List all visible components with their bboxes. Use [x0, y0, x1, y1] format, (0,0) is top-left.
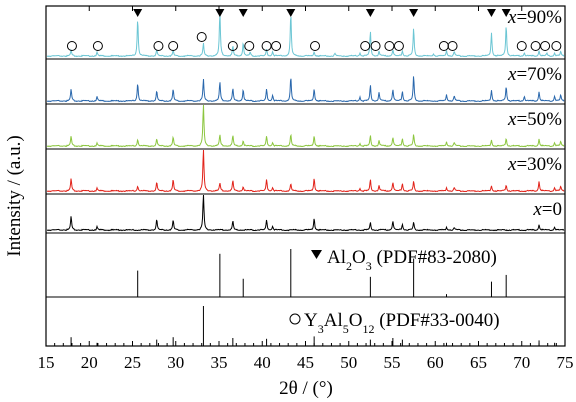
yag-circle-marker: [393, 41, 404, 51]
x-tick-label: 20: [81, 353, 98, 372]
label-x30: x=30%: [507, 154, 562, 175]
yag-legend-circle: [289, 313, 301, 325]
al2o3-triangle-marker: [215, 9, 225, 17]
label-x70: x=70%: [507, 64, 562, 85]
yag-circle-marker: [92, 41, 103, 51]
x-tick-label: 25: [124, 353, 141, 372]
y-axis-label: Intensity / (a.u.): [4, 135, 25, 256]
yag-circle-marker: [360, 41, 371, 51]
al2o3-triangle-marker: [486, 9, 496, 17]
label-x90: x=90%: [507, 7, 562, 28]
trace-x0: [47, 194, 565, 232]
yag-circle-marker: [447, 41, 458, 51]
trace-x30: [47, 149, 565, 193]
trace-x70: [47, 76, 565, 103]
panel-frames: [45, 5, 566, 347]
trace-x50: [47, 104, 565, 148]
label-x0: x=0: [532, 199, 562, 220]
al2o3-triangle-marker: [286, 9, 296, 17]
yag-circle-marker: [540, 41, 551, 51]
x-tick-label: 50: [340, 353, 357, 372]
axes: 15 20 25 30 35 40 45 50 55 60 65 70 75: [38, 6, 574, 372]
yag-circle-marker: [153, 41, 164, 51]
yag-circle-marker: [384, 41, 395, 51]
x-axis-label: 2θ / (°): [279, 378, 333, 399]
plot-frame: [45, 5, 566, 347]
al2o3-triangle-marker: [133, 9, 143, 17]
al2o3-triangle-marker: [238, 9, 248, 17]
yag-circle-marker: [227, 41, 238, 51]
yag-circle-marker: [168, 41, 179, 51]
al2o3-legend-triangle: [311, 250, 322, 259]
yag-circle-marker: [438, 41, 449, 51]
x-tick-label: 55: [384, 353, 401, 372]
x-tick-label: 70: [513, 353, 530, 372]
al2o3-triangle-marker: [409, 9, 419, 17]
yag-circle-marker: [530, 41, 541, 51]
x-tick-label: 45: [297, 353, 314, 372]
al2o3-triangle-marker: [501, 9, 511, 17]
trace-x90: [47, 12, 565, 58]
x-tick-label: 15: [38, 353, 55, 372]
x-tick-label: 30: [167, 353, 184, 372]
yag-circle-marker: [244, 41, 255, 51]
yag-circle-marker: [551, 41, 562, 51]
phase-markers: [66, 9, 562, 51]
yag-circle-marker: [310, 41, 321, 51]
yag-legend-label: Y3Al5O12 (PDF#33-0040): [304, 310, 500, 336]
label-x50: x=50%: [507, 109, 562, 130]
yag-circle-marker: [370, 41, 381, 51]
x-tick-label: 60: [427, 353, 444, 372]
al2o3-legend-label: Al2O3 (PDF#83-2080): [327, 247, 497, 273]
x-tick-label: 35: [211, 353, 228, 372]
yag-circle-marker: [271, 41, 282, 51]
al2o3-triangle-marker: [365, 9, 375, 17]
x-tick-label: 65: [470, 353, 487, 372]
x-tick-label: 75: [557, 353, 574, 372]
yag-circle-marker: [516, 41, 527, 51]
yag-circle-marker: [196, 32, 207, 42]
x-tick-label: 40: [254, 353, 271, 372]
yag-circle-marker: [66, 41, 77, 51]
panel-labels: x=90% x=70% x=50% x=30% x=0 Al2O3 (PDF#83-208…: [289, 7, 562, 336]
yag-circle-marker: [261, 41, 272, 51]
diffraction-traces: [47, 12, 565, 346]
